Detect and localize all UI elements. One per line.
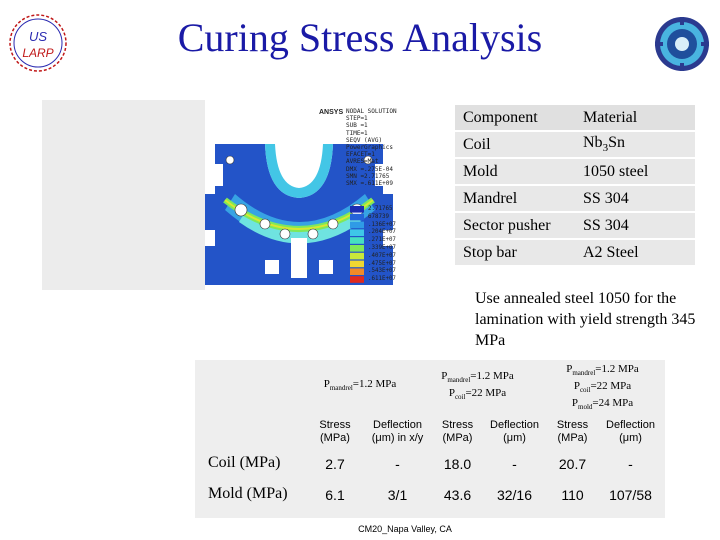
legend-value: 2.71765 <box>368 206 393 212</box>
solution-info-line: SUB =1 <box>346 122 368 130</box>
result-value: 20.7 <box>558 456 587 472</box>
load-case-header: Pmandrel=1.2 MPa <box>323 378 397 393</box>
legend-value: .543E+07 <box>368 268 396 275</box>
result-value: - <box>512 456 517 472</box>
slide-title: Curing Stress Analysis <box>177 15 543 60</box>
solution-info-line: PowerGraphics <box>346 144 393 152</box>
us-larp-logo: US LARP <box>9 14 67 72</box>
fea-stress-plot: ANSYS <box>205 100 455 292</box>
solution-info-line: SMN =2.71765 <box>346 172 390 180</box>
solution-info-line: TIME=1 <box>346 129 368 137</box>
result-value: 18.0 <box>443 456 472 472</box>
materials-row: Sector pusher SS 304 <box>455 213 695 238</box>
logo-us-text: US <box>29 29 47 44</box>
gear-magnet-logo-icon <box>655 17 709 71</box>
solution-info: NODAL SOLUTION STEP=1 SUB =1 TIME=1 SEQV (AV… <box>346 108 397 187</box>
legend-swatch <box>350 237 364 244</box>
result-value: 6.1 <box>325 487 345 503</box>
solution-info-line: SEQV (AVG) <box>346 136 383 144</box>
result-row-label: Coil (MPa) <box>208 454 281 471</box>
material-header: Material <box>575 105 695 130</box>
legend-value: .271E+07 <box>368 237 396 244</box>
material-cell: Nb3Sn <box>575 132 695 157</box>
component-cell: Coil <box>455 132 575 157</box>
legend-swatch <box>350 206 364 213</box>
result-value: - <box>628 456 633 472</box>
legend-value: .204E+07 <box>368 229 396 236</box>
solution-info-line: EFACET=1 <box>346 151 375 159</box>
ansys-label: ANSYS <box>319 109 343 116</box>
material-cell: SS 304 <box>575 186 695 211</box>
legend-value: 678739 <box>368 213 389 220</box>
column-subheader: Deflection (μm) in x/y <box>371 419 424 444</box>
materials-row: Mandrel SS 304 <box>455 186 695 211</box>
legend-swatch <box>350 245 364 252</box>
legend-swatch <box>350 268 364 275</box>
material-cell: A2 Steel <box>575 240 695 265</box>
load-case-header: Pmandrel=1.2 MPa Pcoil=22 MPa Pmold=24 MPa <box>566 363 639 412</box>
result-value: 43.6 <box>443 487 472 503</box>
legend-swatch <box>350 276 364 283</box>
result-value: 107/58 <box>609 487 652 503</box>
component-header: Component <box>455 105 575 130</box>
materials-table: Component Material Coil Nb3Sn Mold 1050 … <box>455 103 695 267</box>
solution-info-line: NODAL SOLUTION <box>346 108 397 115</box>
results-table-background <box>195 360 665 518</box>
legend-values: 2.71765 678739.136E+07.204E+07.271E+07.33… <box>368 206 396 284</box>
column-subheader: Stress (MPa) <box>556 419 589 444</box>
component-cell: Mold <box>455 159 575 184</box>
slide-footer: CM20_Napa Valley, CA <box>358 524 452 534</box>
legend-value: .339E+07 <box>368 244 396 251</box>
component-cell: Sector pusher <box>455 213 575 238</box>
logo-larp-text: LARP <box>22 46 53 60</box>
column-subheader: Stress (MPa) <box>319 419 351 444</box>
legend-value: .136E+07 <box>368 221 396 228</box>
solution-info-line: STEP=1 <box>346 115 368 123</box>
component-cell: Mandrel <box>455 186 575 211</box>
column-subheader: Deflection (μm) <box>490 419 539 444</box>
column-subheader: Stress (MPa) <box>441 419 474 444</box>
material-cell: SS 304 <box>575 213 695 238</box>
result-value: 110 <box>561 487 584 503</box>
legend-swatch <box>350 252 364 260</box>
lamination-note: Use annealed steel 1050 for the laminati… <box>475 290 696 349</box>
solution-info-line: SMX =.611E+09 <box>346 180 393 188</box>
legend-value: .475E+07 <box>368 260 396 267</box>
legend-swatch <box>350 213 364 221</box>
legend-swatch <box>350 260 364 268</box>
column-subheader: Deflection (μm) <box>606 419 655 444</box>
result-value: 2.7 <box>325 456 345 472</box>
materials-row: Coil Nb3Sn <box>455 132 695 157</box>
materials-header-row: Component Material <box>455 105 695 130</box>
result-value: - <box>395 456 400 472</box>
solution-info-line: AVRES=Mat <box>346 158 379 166</box>
materials-row: Stop bar A2 Steel <box>455 240 695 265</box>
solution-info-line: DMX =.275E-04 <box>346 165 393 173</box>
result-row-label: Mold (MPa) <box>208 485 288 502</box>
legend-value: .407E+07 <box>368 252 396 259</box>
result-value: 32/16 <box>496 487 533 503</box>
component-cell: Stop bar <box>455 240 575 265</box>
legend-swatch <box>350 229 364 236</box>
legend-value: .611E+07 <box>368 276 396 283</box>
result-value: 3/1 <box>387 487 408 503</box>
legend-swatch <box>350 221 364 229</box>
load-case-header: Pmandrel=1.2 MPa Pcoil=22 MPa <box>441 370 514 402</box>
material-cell: 1050 steel <box>575 159 695 184</box>
materials-row: Mold 1050 steel <box>455 159 695 184</box>
